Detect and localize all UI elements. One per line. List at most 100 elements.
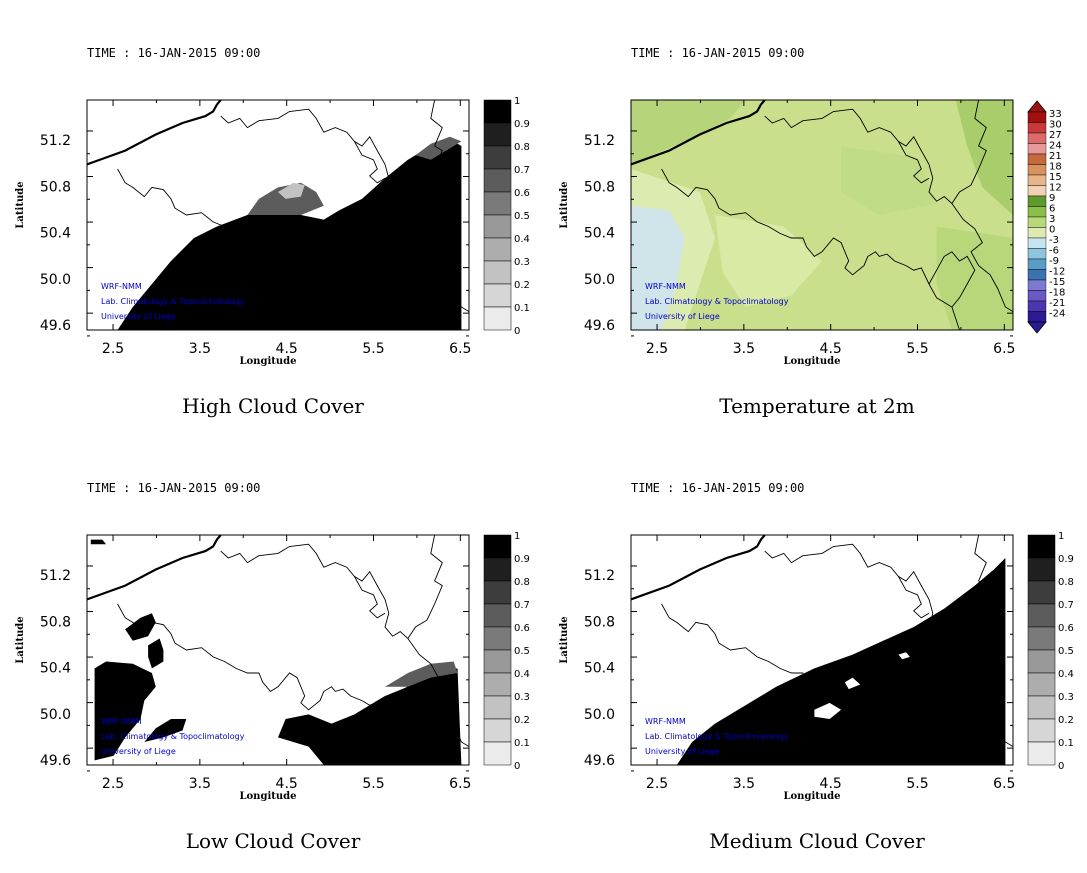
colorbar-label: 12 — [1049, 183, 1062, 194]
geography-layer — [631, 100, 1013, 330]
credit-line: WRF-NMM — [101, 717, 142, 726]
map-frame: 2.5 3.5 4.5 5.5 6.5 51.2 50.8 50.4 50.0 49.6 Longi… — [559, 99, 1015, 367]
y-tick-label: 50.4 — [40, 661, 71, 677]
colorbar-segment — [1027, 279, 1047, 291]
x-tick-label: 6.5 — [993, 341, 1015, 357]
x-tick-label: 2.5 — [646, 776, 668, 792]
colorbar-label: 18 — [1049, 162, 1062, 173]
colorbar-segment — [1027, 695, 1056, 720]
y-tick-label: 49.6 — [40, 318, 71, 334]
y-tick-label: 50.0 — [584, 272, 615, 288]
colorbar-label: 15 — [1049, 172, 1062, 183]
colorbar-label: 0.1 — [514, 303, 530, 314]
colorbar-label: 30 — [1049, 120, 1062, 131]
colorbar-label: -15 — [1049, 277, 1065, 288]
colorbar-min-arrow — [1027, 321, 1047, 334]
country-border — [407, 203, 469, 312]
colorbar-segment — [1027, 557, 1056, 582]
credit-line: WRF-NMM — [101, 282, 142, 291]
x-tick-label: 3.5 — [733, 341, 755, 357]
country-border — [354, 576, 386, 619]
country-border — [117, 603, 416, 765]
colorbar-segment — [483, 580, 512, 605]
cloud-colorbar: 1 0.9 0.8 0.7 0.6 0.5 0.4 0.3 0.2 0.1 0 — [1027, 531, 1074, 772]
panel-title: High Cloud Cover — [182, 394, 364, 418]
colorbar-segment — [1027, 311, 1047, 323]
colorbar-segment — [483, 99, 512, 124]
y-tick-label: 50.4 — [40, 226, 71, 242]
coastline — [631, 100, 766, 166]
colorbar-label: -18 — [1049, 288, 1065, 299]
colorbar-label: 0.8 — [514, 577, 530, 588]
colorbar-segment — [1027, 174, 1047, 186]
colorbar-label: 0 — [1049, 225, 1055, 236]
cloud-patch — [144, 719, 187, 742]
colorbar-segment — [1027, 216, 1047, 228]
colorbar-segment — [483, 237, 512, 262]
colorbar-label: 0.7 — [1058, 600, 1074, 611]
country-border — [951, 100, 987, 204]
colorbar-label: 0.9 — [514, 554, 530, 565]
country-border — [384, 686, 432, 743]
x-tick-label: 4.5 — [820, 776, 842, 792]
cloud-patch — [676, 558, 1006, 765]
colorbar-segment — [483, 122, 512, 147]
x-tick-label: 5.5 — [362, 776, 384, 792]
x-tick-label: 5.5 — [906, 776, 928, 792]
colorbar-label: 6 — [1049, 204, 1055, 215]
cloud-colorbar: 1 0.9 0.8 0.7 0.6 0.5 0.4 0.3 0.2 0.1 0 — [483, 531, 530, 772]
x-axis-label: Longitude — [783, 356, 840, 367]
colorbar-segment — [1027, 258, 1047, 270]
y-tick-label: 50.8 — [40, 614, 71, 630]
country-border — [898, 576, 930, 619]
credit-line: Lab. Climatology & Topoclimatology — [101, 297, 245, 306]
y-tick-label: 50.8 — [40, 179, 71, 195]
colorbar-segment — [1027, 227, 1047, 239]
x-tick-label: 6.5 — [993, 776, 1015, 792]
colorbar-segment — [483, 145, 512, 170]
colorbar-segment — [1027, 718, 1056, 743]
colorbar-label: -3 — [1049, 235, 1059, 246]
map-panel-low: TIME : 16-JAN-2015 09:00 2.5 3.5 4.5 5.5 6.5 5… — [15, 481, 530, 853]
colorbar-max-arrow — [1027, 100, 1047, 113]
country-border — [951, 535, 987, 639]
panel-title: Temperature at 2m — [719, 394, 914, 418]
geography-layer — [631, 535, 1013, 765]
country-border — [117, 168, 416, 330]
cloud-patch — [247, 182, 324, 215]
geography-layer — [87, 100, 469, 330]
panel-title: Medium Cloud Cover — [709, 829, 925, 853]
colorbar-label: 0 — [1058, 761, 1064, 772]
cloud-colorbar: 1 0.9 0.8 0.7 0.6 0.5 0.4 0.3 0.2 0.1 0 — [483, 96, 530, 337]
colorbar-label: 0.6 — [514, 623, 530, 634]
y-tick-label: 50.8 — [584, 179, 615, 195]
map-frame: 2.5 3.5 4.5 5.5 6.5 51.2 50.8 50.4 50.0 49.6 Longi… — [15, 534, 471, 802]
colorbar-segment — [483, 672, 512, 697]
coastline — [631, 535, 766, 601]
x-tick-label: 4.5 — [276, 341, 298, 357]
colorbar-label: 0.3 — [514, 692, 530, 703]
colorbar-segment — [1027, 143, 1047, 155]
country-border — [384, 251, 432, 308]
colorbar-label: 0.2 — [514, 280, 530, 291]
field-layer — [87, 535, 469, 765]
time-label: TIME : 16-JAN-2015 09:00 — [87, 46, 260, 60]
map-border — [630, 534, 1014, 766]
country-border — [354, 141, 386, 184]
y-tick-label: 51.2 — [40, 133, 71, 149]
colorbar-label: 0.6 — [1058, 623, 1074, 634]
colorbar-segment — [483, 649, 512, 674]
colorbar-label: 0.7 — [514, 600, 530, 611]
country-border — [407, 100, 443, 204]
colorbar-segment — [483, 168, 512, 193]
colorbar-label: -6 — [1049, 246, 1059, 257]
cloud-patch — [814, 702, 842, 719]
cloud-patch — [117, 139, 462, 330]
credit-line: University of Liege — [101, 747, 176, 756]
country-border — [407, 638, 469, 747]
country-border — [764, 108, 953, 204]
country-border — [928, 251, 976, 308]
colorbar-label: 9 — [1049, 193, 1055, 204]
colorbar-segment — [483, 283, 512, 308]
colorbar-segment — [1027, 626, 1056, 651]
